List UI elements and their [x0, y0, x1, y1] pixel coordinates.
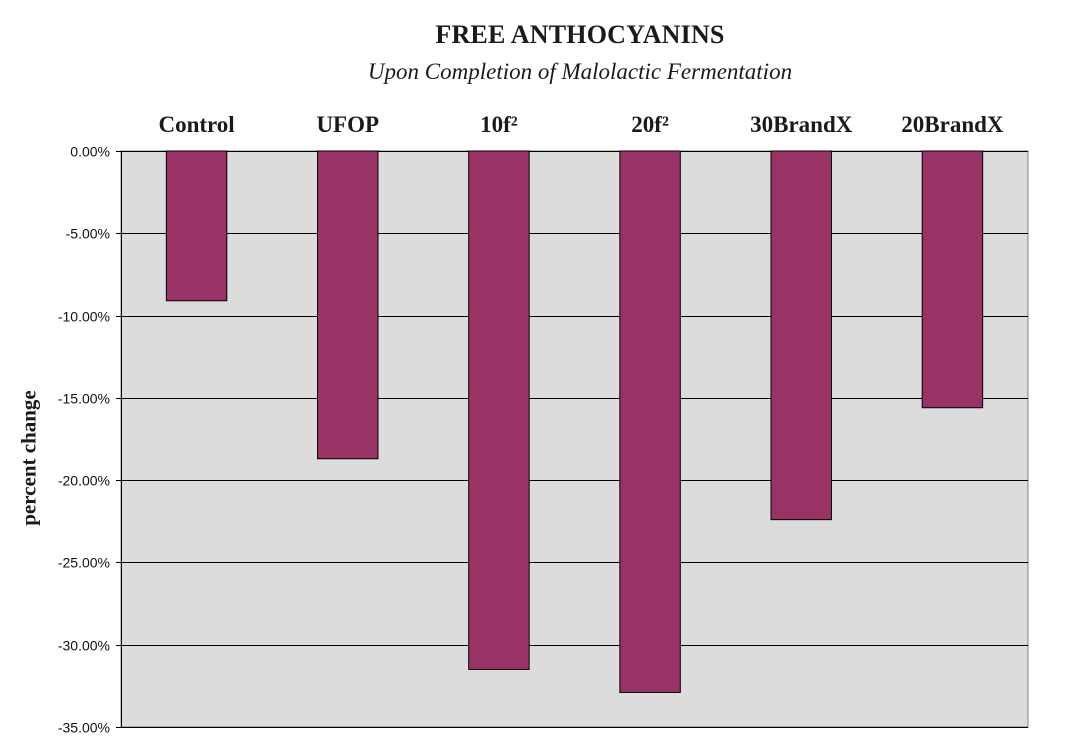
y-tick-label: 0.00% — [70, 144, 110, 160]
y-tick-label: -15.00% — [58, 391, 110, 407]
y-tick-label: -25.00% — [58, 555, 110, 571]
category-label: UFOP — [316, 112, 379, 137]
category-label: 20BrandX — [901, 112, 1004, 137]
y-tick-label: -35.00% — [58, 720, 110, 736]
category-label: 30BrandX — [750, 112, 853, 137]
chart-subtitle: Upon Completion of Malolactic Fermentati… — [367, 59, 793, 84]
category-label: Control — [158, 112, 234, 137]
bar — [921, 150, 984, 409]
bar — [165, 150, 228, 302]
y-tick-label: -5.00% — [66, 226, 110, 242]
bar — [770, 150, 832, 521]
bar — [619, 150, 681, 693]
y-tick-label: -30.00% — [58, 638, 110, 654]
bar — [468, 150, 530, 670]
category-label: 20f² — [631, 112, 669, 137]
y-tick-label: -10.00% — [58, 309, 110, 325]
plot-area — [120, 150, 1029, 728]
bar — [317, 150, 379, 460]
chart-title: FREE ANTHOCYANINS — [435, 20, 725, 49]
category-label: 10f² — [480, 112, 518, 137]
y-tick-label: -20.00% — [58, 473, 110, 489]
